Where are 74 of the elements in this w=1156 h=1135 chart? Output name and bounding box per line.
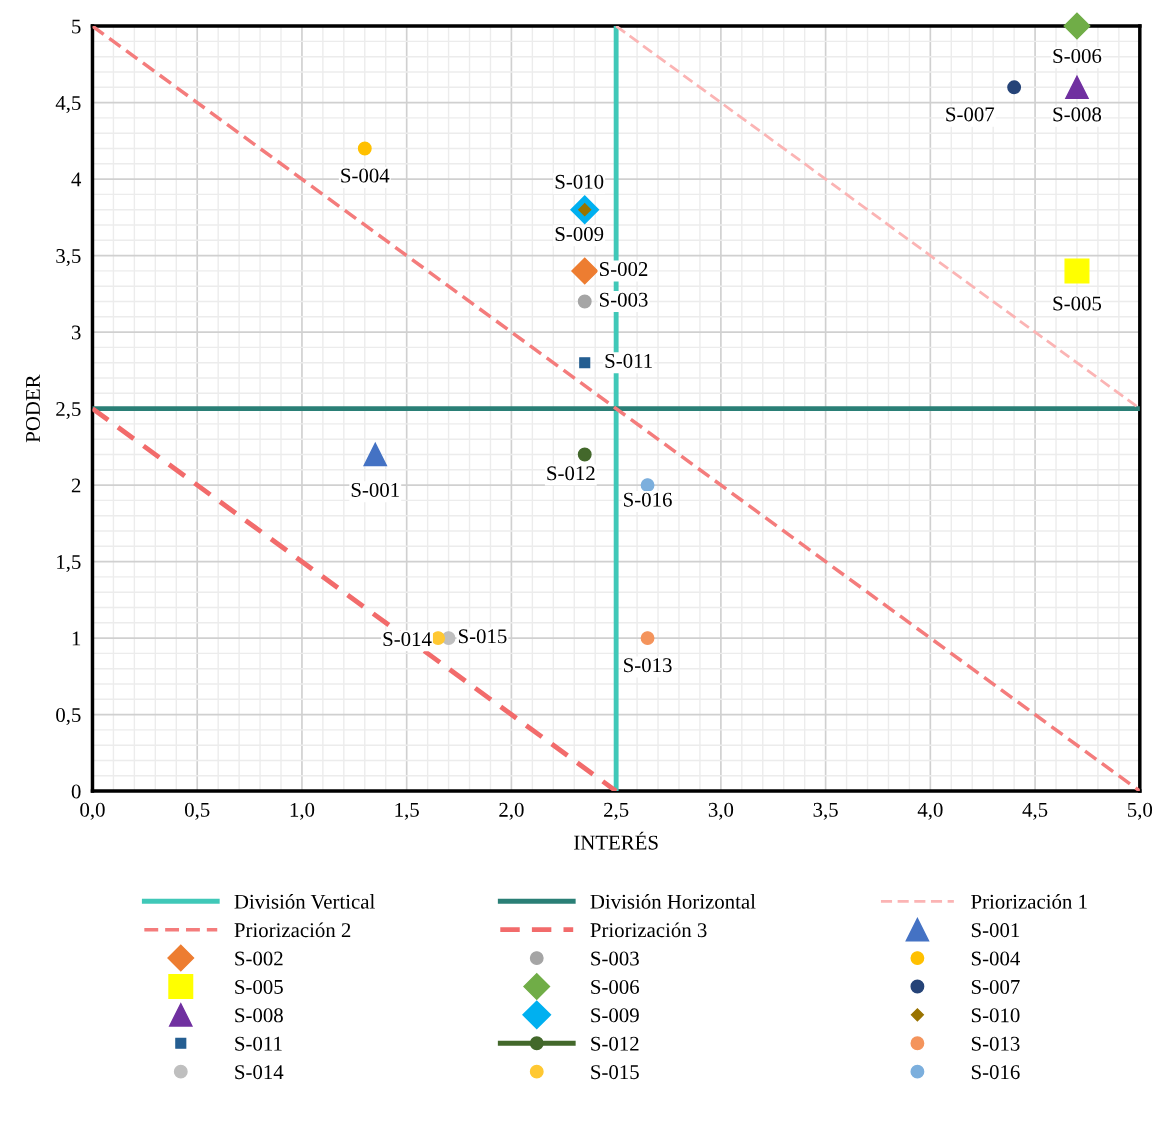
point [363,442,388,467]
x-tick-label: 4,5 [1022,802,1048,820]
text: S-011 [605,353,652,368]
y-tick-label: 4 [71,172,82,187]
legend-label: Priorización 2 [234,922,351,938]
legend-label: S-002 [235,951,283,966]
text: S-001 [351,482,399,497]
y-tick-label: 2 [71,478,81,493]
text: S-016 [624,492,672,507]
text: S-012 [547,466,595,481]
x-tick-label: 4,0 [917,802,943,820]
legend-label: S-009 [591,1008,639,1023]
legend-label: División Horizontal [590,894,756,909]
x-tick-label: 3,0 [708,802,734,820]
x-tick-label: 2,5 [604,802,629,820]
point [577,447,592,462]
point [357,141,372,156]
text: S-009 [555,226,604,242]
text: S-005 [1053,296,1102,311]
point [1065,75,1089,100]
legend-label: División Vertical [234,894,375,909]
x-tick-label: 0,0 [80,802,105,820]
y-tick-label: 3 [71,325,81,340]
y-axis-title: PODER [25,374,40,443]
legend-label: S-011 [235,1036,282,1051]
point [640,631,655,646]
y-tick-label: 0,5 [56,707,81,726]
x-tick-label: 5,0 [1128,802,1153,820]
legend-label: S-015 [591,1065,639,1080]
x-tick-label: 1,5 [395,802,419,820]
text: S-003 [600,292,648,307]
x-tick-label: 3,5 [813,802,838,820]
x-axis-title: INTERÉS [574,831,658,850]
point [640,478,655,493]
x-tick-label: 0,5 [184,802,210,820]
y-tick-label: 1 [72,631,81,646]
legend-label: Priorización 1 [971,894,1087,909]
legend-label: S-014 [235,1065,284,1080]
text: S-004 [341,168,390,183]
point [1007,80,1022,95]
y-tick-label: 3,5 [56,249,81,267]
point [571,257,599,285]
legend-label: S-003 [591,951,639,966]
legend-label: S-005 [235,979,283,994]
text: S-008 [1053,107,1102,122]
text: S-013 [624,658,672,673]
text: S-007 [946,107,995,122]
legend-label: Priorización 3 [590,922,707,938]
x-tick-label: 2,0 [499,802,524,820]
legend-label: S-001 [971,923,1020,938]
text: S-006 [1053,48,1102,63]
legend-label: S-006 [591,979,640,994]
y-tick-label: 5 [72,19,81,34]
y-tick-label: 2,5 [56,402,81,420]
y-tick-label: 0 [71,784,81,799]
text: S-014 [383,632,432,647]
legend-label: S-008 [235,1008,283,1023]
text: S-015 [458,629,507,644]
point [1063,12,1091,40]
legend-label: S-013 [971,1036,1020,1051]
legend-label: S-004 [971,951,1020,966]
point [431,631,446,646]
point [577,294,592,309]
y-tick-label: 1,5 [57,555,81,573]
legend-label: S-016 [971,1065,1020,1080]
legend-label: S-012 [591,1036,639,1051]
x-tick-label: 1,0 [290,802,315,820]
legend-label: S-010 [971,1008,1020,1023]
legend-label: S-007 [971,979,1020,994]
point [579,357,591,369]
text: S-010 [555,174,604,189]
text: S-002 [600,262,648,277]
point [1064,258,1090,284]
y-tick-label: 4,5 [55,96,81,114]
